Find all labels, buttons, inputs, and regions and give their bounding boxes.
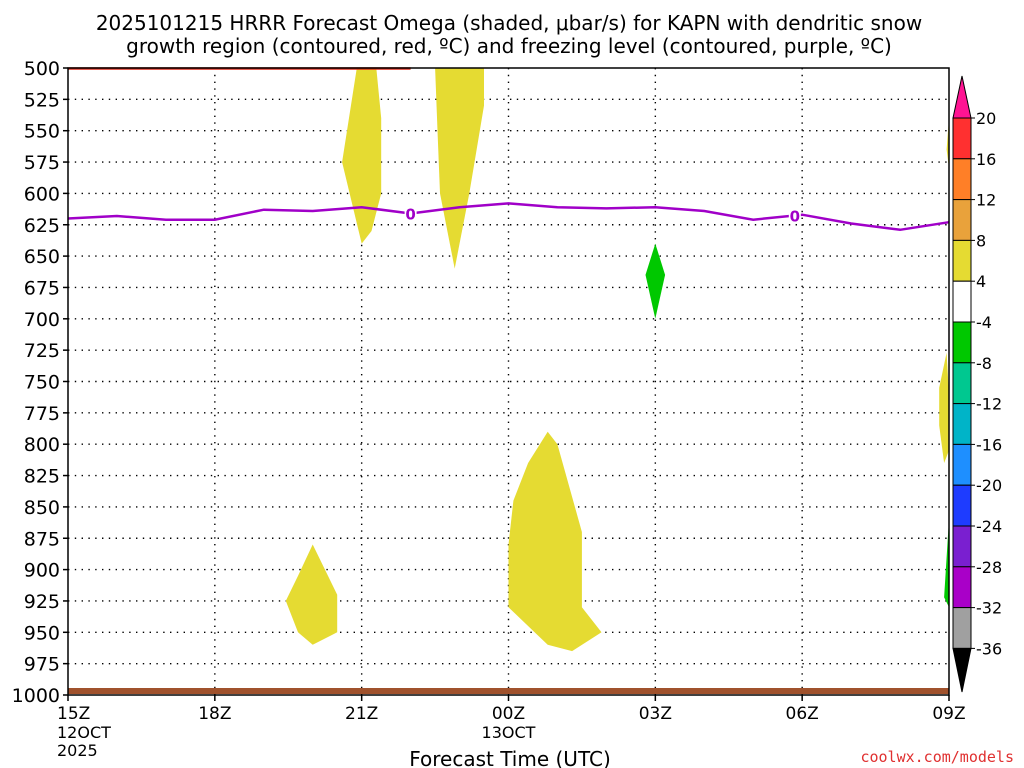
x-tick-label-15Z: 15Z [57, 704, 90, 724]
x-tick-label-21Z: 21Z [345, 704, 378, 724]
freezing-level-label-bg-0 [404, 205, 417, 222]
y-tick-label-750: 750 [24, 372, 60, 394]
colorbar-bottom-arrow [952, 647, 972, 693]
colorbar-label-7: -12 [976, 395, 1002, 414]
freezing-level-label-1: 0 [790, 207, 800, 225]
y-tick-label-975: 975 [24, 654, 60, 676]
colorbar-swatch-2 [952, 158, 972, 201]
credit-text: coolwx.com/models [860, 748, 1014, 766]
y-tick-label-875: 875 [24, 528, 60, 550]
colorbar-label-4: 4 [976, 272, 986, 291]
omega-region-subsidence-03z [645, 243, 666, 319]
ground-surface [68, 688, 949, 694]
y-tick-label-850: 850 [24, 497, 60, 519]
colorbar-label-10: -24 [976, 517, 1002, 536]
omega-region-upward-motion-2230z [435, 68, 484, 269]
colorbar-swatch-8 [952, 403, 972, 445]
colorbar-label-11: -28 [976, 558, 1002, 577]
colorbar-label-2: 12 [976, 191, 996, 210]
y-tick-label-575: 575 [24, 152, 60, 174]
colorbar-swatch-13 [952, 607, 972, 649]
colorbar-swatch-3 [952, 199, 972, 241]
omega-region-upward-motion-08z [939, 352, 949, 463]
omega-region-upward-motion-21z [342, 68, 382, 244]
y-tick-label-950: 950 [24, 622, 60, 644]
colorbar-label-12: -32 [976, 599, 1002, 618]
y-tick-label-550: 550 [24, 121, 60, 143]
colorbar-label-1: 16 [976, 150, 996, 169]
y-tick-label-700: 700 [24, 309, 60, 331]
x-tick-year-15Z: 2025 [57, 741, 98, 760]
x-tick-label-06Z: 06Z [786, 704, 819, 724]
y-tick-label-825: 825 [24, 466, 60, 488]
colorbar-swatch-12 [952, 566, 972, 609]
y-tick-label-500: 500 [24, 58, 60, 80]
colorbar-swatch-5 [952, 280, 972, 323]
colorbar: 20 16 12 8 4 -4 -8 -12 -16 -20 -24 -28 -32 -36 [952, 75, 1002, 693]
y-tick-label-900: 900 [24, 560, 60, 582]
x-tick-label-00Z: 00Z [492, 704, 525, 724]
colorbar-swatch-9 [952, 443, 972, 486]
y-tick-label-650: 650 [24, 246, 60, 268]
colorbar-label-9: -20 [976, 476, 1002, 495]
y-tick-label-525: 525 [24, 89, 60, 111]
colorbar-swatch-6 [952, 321, 972, 364]
chart-title-line1: 2025101215 HRRR Forecast Omega (shaded, … [96, 11, 922, 35]
omega-region-subsidence-09z-edge [944, 519, 949, 608]
colorbar-swatch-7 [952, 362, 972, 405]
colorbar-label-13: -36 [976, 639, 1002, 658]
y-axis: 500 525 550 575 600 625 650 675 700 725 750 775 800 8… [12, 58, 68, 707]
colorbar-label-0: 20 [976, 109, 996, 128]
x-tick-label-03Z: 03Z [639, 704, 672, 724]
y-tick-label-625: 625 [24, 215, 60, 237]
freezing-level-label-bg-1 [788, 207, 801, 224]
x-tick-date-00Z: 13OCT [482, 723, 536, 742]
omega-region-upward-motion-20z-low [285, 544, 338, 645]
x-tick-date-15Z: 12OCT [57, 723, 111, 742]
colorbar-swatch-1 [952, 117, 972, 160]
colorbar-label-5: -4 [976, 313, 992, 332]
x-tick-label-09Z: 09Z [932, 704, 965, 724]
ground-strip [68, 688, 949, 694]
y-tick-label-925: 925 [24, 591, 60, 613]
y-tick-label-675: 675 [24, 277, 60, 299]
omega-region-upward-motion-01z-low [508, 431, 602, 652]
omega-shading [285, 68, 949, 652]
colorbar-swatch-10 [952, 484, 972, 527]
y-tick-label-800: 800 [24, 434, 60, 456]
x-axis-label: Forecast Time (UTC) [409, 747, 611, 768]
y-tick-label-775: 775 [24, 403, 60, 425]
y-tick-label-725: 725 [24, 340, 60, 362]
freezing-level-label-0: 0 [405, 205, 415, 223]
chart-title-line2: growth region (contoured, red, ºC) and f… [126, 34, 892, 58]
colorbar-label-8: -16 [976, 435, 1002, 454]
freezing-level-line [67, 202, 950, 232]
x-tick-label-18Z: 18Z [198, 704, 231, 724]
colorbar-swatch-4 [952, 239, 972, 282]
grid-lines [68, 68, 949, 695]
y-tick-label-1000: 1000 [12, 685, 60, 707]
colorbar-label-6: -8 [976, 354, 992, 373]
colorbar-swatch-11 [952, 525, 972, 568]
colorbar-label-3: 8 [976, 231, 986, 250]
y-tick-label-600: 600 [24, 183, 60, 205]
